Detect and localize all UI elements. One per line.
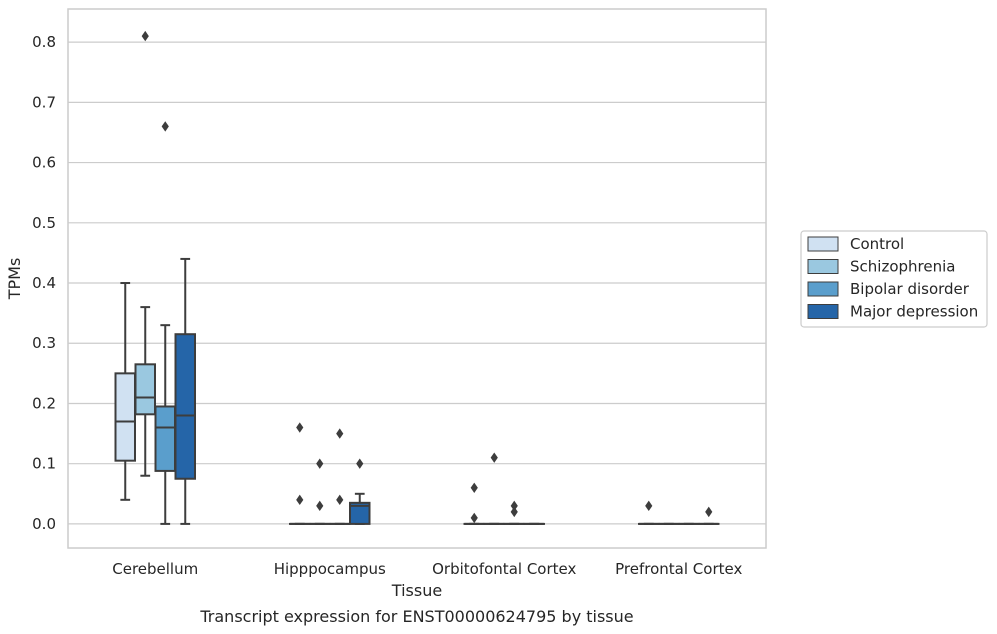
y-tick-label: 0.6: [32, 154, 56, 172]
legend-label: Major depression: [850, 303, 978, 321]
outlier-point: [316, 458, 324, 469]
legend-label: Control: [850, 235, 904, 253]
outlier-point: [645, 500, 653, 512]
legend-frame: [800, 230, 988, 328]
legend-swatch: [807, 304, 839, 319]
outlier-point: [141, 30, 149, 42]
y-tick-label: 0.3: [32, 334, 56, 352]
y-tick-labels: 0.0 0.1 0.2 0.3 0.4 0.5 0.6 0.7 0.8: [32, 33, 56, 533]
box-group: [309, 458, 331, 525]
outlier-point: [356, 458, 364, 469]
x-axis-label: Tissue: [391, 581, 442, 600]
legend-swatch: [807, 281, 839, 297]
outlier-point: [510, 506, 518, 518]
x-tick-labels: Cerebellum Hipppocampus Orbitofontal Corte…: [112, 560, 742, 578]
chart-caption: Transcript expression for ENST0000062479…: [199, 607, 633, 626]
x-tick-label: Cerebellum: [112, 560, 198, 578]
box-group: [134, 30, 156, 477]
legend-swatch: [807, 259, 839, 274]
box: [114, 372, 136, 462]
box-group: [289, 422, 311, 525]
y-axis-label: TPMs: [5, 258, 24, 301]
box-group: [698, 506, 720, 525]
box: [174, 333, 196, 480]
box: [154, 405, 176, 472]
outlier-point: [161, 121, 169, 132]
outlier-point: [490, 452, 498, 463]
outlier-point: [510, 500, 518, 512]
legend-swatch: [807, 236, 839, 252]
box-group: [349, 458, 371, 525]
y-tick-label: 0.8: [32, 33, 56, 51]
y-tick-label: 0.7: [32, 93, 56, 111]
outlier-point: [470, 512, 478, 524]
box-group: [174, 257, 196, 525]
legend-label: Schizophrenia: [850, 258, 955, 276]
x-tick-label: Hipppocampus: [274, 560, 386, 578]
legend: Control Schizophrenia Bipolar disorder Majo…: [800, 230, 988, 328]
boxes-layer: [114, 30, 720, 525]
outlier-point: [296, 422, 304, 433]
y-tick-label: 0.4: [32, 274, 56, 292]
plot-area-frame: [67, 8, 767, 549]
legend-label: Bipolar disorder: [850, 280, 970, 298]
outlier-point: [705, 506, 713, 518]
x-tick-label: Prefrontal Cortex: [615, 560, 742, 578]
box-group: [154, 121, 176, 525]
outlier-point: [336, 428, 344, 439]
y-tick-label: 0.0: [32, 515, 56, 533]
box: [134, 363, 156, 416]
y-tick-label: 0.2: [32, 394, 56, 412]
outlier-point: [336, 494, 344, 506]
box-group: [114, 282, 136, 501]
y-tick-label: 0.5: [32, 214, 56, 232]
box-group: [463, 482, 485, 525]
outlier-point: [470, 482, 478, 493]
y-tick-label: 0.1: [32, 455, 56, 473]
box: [349, 501, 371, 525]
x-tick-label: Orbitofontal Cortex: [432, 560, 576, 578]
outlier-point: [296, 494, 304, 506]
outlier-point: [316, 500, 324, 512]
